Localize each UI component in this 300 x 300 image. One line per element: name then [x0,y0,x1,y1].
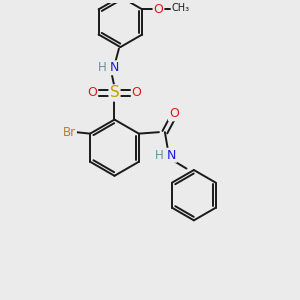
Text: CH₃: CH₃ [172,3,190,13]
Text: Br: Br [63,126,76,139]
Text: S: S [110,85,119,100]
Text: N: N [167,149,176,162]
Text: O: O [169,107,179,120]
Text: H: H [98,61,106,74]
Text: O: O [132,86,142,99]
Text: O: O [154,3,164,16]
Text: N: N [110,61,119,74]
Text: H: H [154,149,163,162]
Text: O: O [87,86,97,99]
